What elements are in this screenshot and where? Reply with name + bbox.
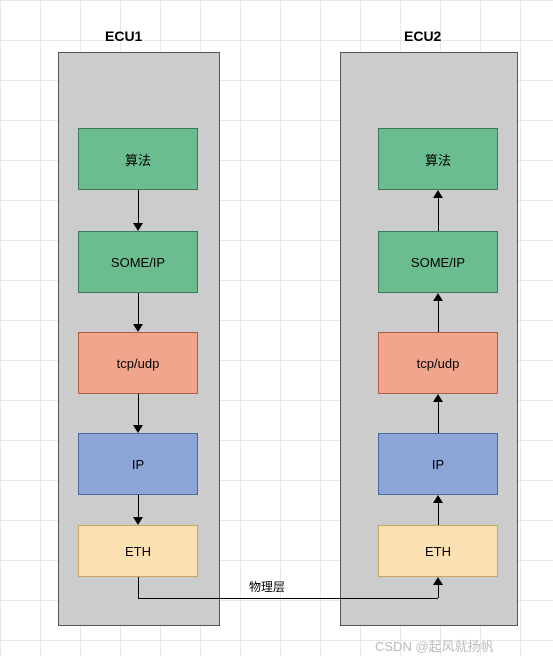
ecu-title-1: ECU1 <box>105 28 142 44</box>
arrow-up-line-0 <box>438 198 439 231</box>
layer-box-ecu2-someip: SOME/IP <box>378 231 498 293</box>
connector-seg-1 <box>138 577 139 598</box>
arrow-up-head-1 <box>433 293 443 301</box>
connector-seg-2 <box>138 598 438 599</box>
layer-box-ecu1-tcpudp: tcp/udp <box>78 332 198 394</box>
arrow-down-head-2 <box>133 425 143 433</box>
arrow-up-head-3 <box>433 495 443 503</box>
arrow-up-line-1 <box>438 301 439 332</box>
arrow-down-head-1 <box>133 324 143 332</box>
arrow-up-head-2 <box>433 394 443 402</box>
layer-box-ecu2-ip: IP <box>378 433 498 495</box>
watermark: CSDN @起风就扬帆 <box>375 636 494 655</box>
arrow-up-line-2 <box>438 402 439 433</box>
arrow-down-line-2 <box>138 394 139 425</box>
arrow-up-head-0 <box>433 190 443 198</box>
physical-layer-label: 物理层 <box>249 578 285 595</box>
layer-box-ecu1-someip: SOME/IP <box>78 231 198 293</box>
layer-box-ecu2-algo: 算法 <box>378 128 498 190</box>
layer-box-ecu1-eth: ETH <box>78 525 198 577</box>
layer-box-ecu2-eth: ETH <box>378 525 498 577</box>
arrow-down-head-0 <box>133 223 143 231</box>
arrow-down-line-1 <box>138 293 139 324</box>
connector-arrow-head <box>433 577 443 585</box>
arrow-down-line-0 <box>138 190 139 223</box>
connector-seg-3 <box>438 585 439 598</box>
arrow-up-line-3 <box>438 503 439 525</box>
layer-box-ecu2-tcpudp: tcp/udp <box>378 332 498 394</box>
layer-box-ecu1-ip: IP <box>78 433 198 495</box>
arrow-down-head-3 <box>133 517 143 525</box>
ecu-title-2: ECU2 <box>404 28 441 44</box>
layer-box-ecu1-algo: 算法 <box>78 128 198 190</box>
arrow-down-line-3 <box>138 495 139 517</box>
